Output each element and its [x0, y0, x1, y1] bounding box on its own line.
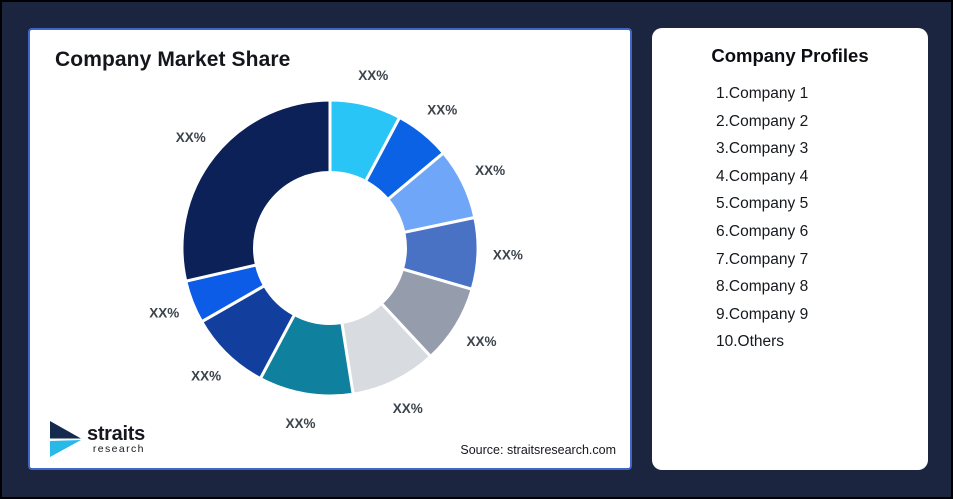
profile-item: 6.Company 6 — [716, 222, 809, 240]
logo-arrow-bottom — [50, 440, 81, 457]
slice-label: XX% — [466, 334, 496, 349]
slice-label: XX% — [427, 103, 457, 118]
profile-item: 5.Company 5 — [716, 195, 809, 213]
profile-item: 10.Others — [716, 333, 785, 351]
slice-label: XX% — [191, 369, 221, 384]
chart-title: Company Market Share — [55, 48, 291, 71]
logo-text: straits research — [87, 423, 145, 455]
profiles-title: Company Profiles — [711, 45, 869, 66]
slice-label: XX% — [285, 416, 315, 431]
profile-item: 3.Company 3 — [716, 140, 809, 158]
donut-segment — [180, 98, 332, 283]
market-share-panel: Company Market Share XX% XX% XX% XX% XX% XX% X… — [28, 28, 632, 470]
logo-sub-text: research — [92, 443, 145, 455]
profile-item: 8.Company 8 — [716, 278, 809, 296]
slice-label: XX% — [393, 401, 423, 416]
donut-chart: XX% XX% XX% XX% XX% XX% XX% XX% XX% XX% — [149, 68, 523, 431]
logo-brand-text: straits — [87, 423, 145, 445]
source-attribution: Source: straitsresearch.com — [460, 443, 616, 457]
profile-item: 7.Company 7 — [716, 250, 809, 268]
profile-item: 4.Company 4 — [716, 167, 809, 185]
profile-item: 9.Company 9 — [716, 305, 809, 323]
slice-label: XX% — [149, 306, 179, 321]
slice-label: XX% — [493, 247, 523, 262]
profile-item: 1.Company 1 — [716, 85, 809, 102]
slice-label: XX% — [176, 130, 206, 145]
profile-item: 2.Company 2 — [716, 112, 809, 130]
slice-label: XX% — [358, 68, 388, 83]
straits-research-logo: straits research — [48, 418, 145, 460]
company-profiles-panel: Company Profiles 1.Company 1 2.Company 2… — [652, 28, 928, 470]
slice-label: XX% — [475, 163, 505, 178]
straits-logo-icon — [50, 421, 81, 457]
profiles-list: 1.Company 1 2.Company 2 3.Company 3 4.Co… — [716, 80, 928, 356]
logo-arrow-top — [50, 421, 81, 439]
